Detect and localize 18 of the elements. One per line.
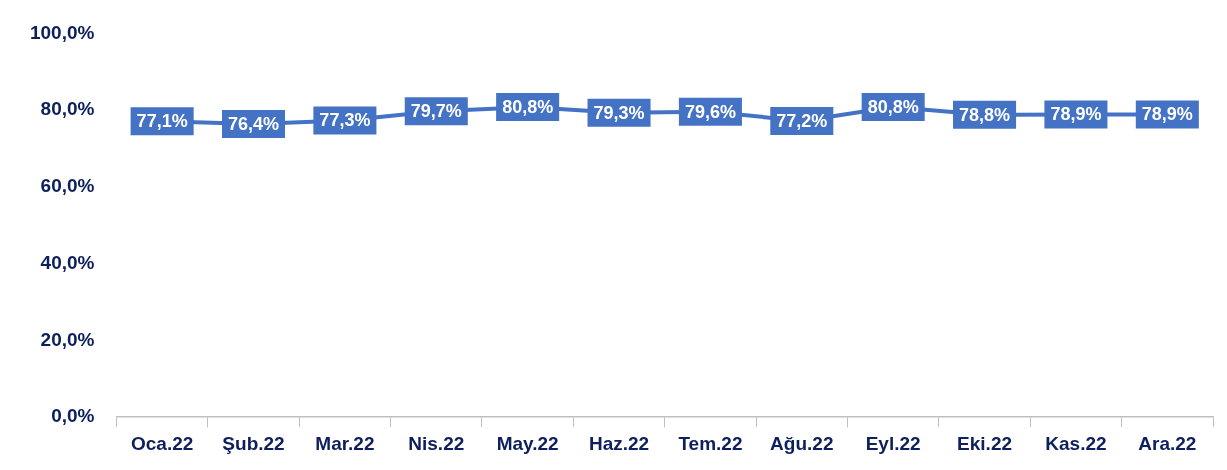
x-tick-label: Eki.22 — [957, 432, 1013, 454]
y-tick-label: 60,0% — [40, 175, 95, 197]
x-tick-label: Eyl.22 — [865, 432, 921, 454]
y-tick-label: 100,0% — [29, 21, 95, 43]
x-tick-label: Mar.22 — [315, 432, 375, 454]
y-tick-label: 80,0% — [40, 98, 95, 120]
x-tick-label: Nis.22 — [408, 432, 465, 454]
x-tick-label: Ara.22 — [1138, 432, 1197, 454]
y-tick-label: 20,0% — [40, 328, 95, 350]
y-tick-label: 40,0% — [40, 251, 95, 273]
x-tick-label: Haz.22 — [588, 432, 650, 454]
x-tick-label: Şub.22 — [222, 432, 285, 454]
x-tick-label: Oca.22 — [130, 432, 194, 454]
x-tick-label: Tem.22 — [678, 432, 743, 454]
x-tick-label: May.22 — [496, 432, 559, 454]
x-tick-label: Kas.22 — [1045, 432, 1107, 454]
x-tick-label: Ağu.22 — [770, 432, 834, 454]
y-tick-label: 0,0% — [51, 405, 95, 427]
